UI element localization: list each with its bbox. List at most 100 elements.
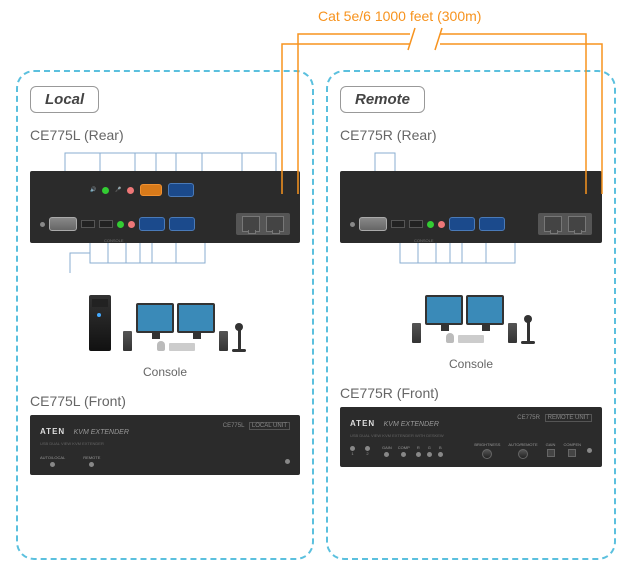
mic-label-icon: 🎤 [115,187,121,193]
front-id-text: CE775L [223,423,244,429]
r-mouse-icon [446,333,454,343]
local-front-label: CE775L (Front) [30,393,300,409]
mic-out-port [128,221,135,228]
console-port-label: CONSOLE [104,238,124,243]
sec-r: R [417,445,420,450]
usb-port-1 [81,220,95,228]
remote-front-unit: ATEN KVM EXTENDER USB DUAL VIEW KVM EXTE… [340,407,602,467]
r-audio-port [427,221,434,228]
local-panel: Local CE775L (Rear) 🔊 🎤 CON [16,70,314,560]
r-microphone-icon [527,319,530,343]
r-console-port-label: CONSOLE [414,238,434,243]
r-monitor-2-icon [466,295,504,325]
front-model-text: KVM EXTENDER [74,429,129,436]
remote-panel: Remote CE775R (Rear) CONSOLE [326,70,616,560]
auto-local-led [50,462,55,467]
r-power-led [587,448,592,453]
r-mic-port [438,221,445,228]
dot-r [416,452,421,457]
r-speaker-right-icon [508,323,517,343]
r-rs232-port [359,217,387,231]
local-console-label: Console [143,365,187,379]
mouse-icon [157,341,165,351]
power-led [285,459,290,464]
r-monitor-1-icon [425,295,463,325]
r-speaker-left-icon [412,323,421,343]
r-rj45-port-1 [544,216,562,232]
mic-in-port [127,187,134,194]
monitor-2-icon [177,303,215,333]
r-led-label-2: 2 [366,451,368,456]
dot-comp [401,452,406,457]
remote-led [89,462,94,467]
dot-gain [384,452,389,457]
remote-front-label: CE775R (Front) [340,385,602,401]
local-title: Local [30,86,99,113]
speaker-left-icon [123,331,132,351]
r-keyboard-icon [458,335,484,343]
r-front-id-text: CE775R [517,415,540,421]
keyboard-icon [169,343,195,351]
remote-rear-label: CE775R (Rear) [340,127,602,143]
r-vga-port-1 [449,217,475,231]
remote-console-wires [340,243,606,273]
remote-console-area: Console [340,295,602,371]
sec-g: G [428,445,431,450]
local-rear-wires [30,147,304,171]
btn-compen [568,449,576,457]
ctrl-gain: GAIN [546,442,556,447]
ctrl-compen: COMPEN [563,442,581,447]
tower-pc-icon [89,295,111,351]
knob-brightness [482,449,492,459]
knob-auto [518,449,528,459]
usb-port-2 [99,220,113,228]
remote-rear-wires [340,147,606,171]
rj45-port-1 [242,216,260,232]
local-rear-label: CE775L (Rear) [30,127,300,143]
r-front-brand: ATEN [350,419,375,428]
dot-b [438,452,443,457]
r-front-sub-text: USB DUAL VIEW KVM EXTENDER WITH DESKEW [350,433,592,438]
audio-out-port [117,221,124,228]
sec-gain: GAIN [382,445,392,450]
rs232-port [49,217,77,231]
ctrl-bright: BRIGHTNESS [474,442,500,447]
monitor-1-icon [136,303,174,333]
vga-in1-port [168,183,194,197]
local-rear-unit: 🔊 🎤 CONSOLE [30,171,300,243]
speaker-right-icon [219,331,228,351]
cable-spec-label: Cat 5e/6 1000 feet (300m) [318,8,481,24]
r-rj45-port-2 [568,216,586,232]
microphone-icon [238,327,241,351]
r-rj45-block [538,213,592,235]
ctrl-label-0: AUTO/LOCAL [40,455,65,460]
btn-gain [547,449,555,457]
vga-in2-port [140,184,162,196]
remote-console-label: Console [449,357,493,371]
r-front-model-text: KVM EXTENDER [384,421,439,428]
vga-out2-port [169,217,195,231]
front-sub-text: USB DUAL VIEW KVM EXTENDER [40,441,290,446]
front-unit-badge: LOCAL UNIT [249,422,290,430]
r-power-jack [350,222,355,227]
remote-title: Remote [340,86,425,113]
r-vga-port-2 [479,217,505,231]
rj45-port-2 [266,216,284,232]
r-usb-port-1 [391,220,405,228]
remote-rear-unit: CONSOLE [340,171,602,243]
power-jack [40,222,45,227]
local-front-unit: ATEN KVM EXTENDER USB DUAL VIEW KVM EXTE… [30,415,300,475]
ctrl-auto: AUTO/REMOTE [508,442,537,447]
front-brand: ATEN [40,427,65,436]
r-led-label-1: 1 [351,451,353,456]
r-front-unit-badge: REMOTE UNIT [545,414,592,422]
local-console-wires [30,243,304,273]
local-console-area: Console [30,295,300,379]
ctrl-label-1: REMOTE [83,455,100,460]
audio-in-port [102,187,109,194]
rj45-block [236,213,290,235]
r-usb-port-2 [409,220,423,228]
sec-comp: COMP [398,445,410,450]
dot-g [427,452,432,457]
vga-out1-port [139,217,165,231]
